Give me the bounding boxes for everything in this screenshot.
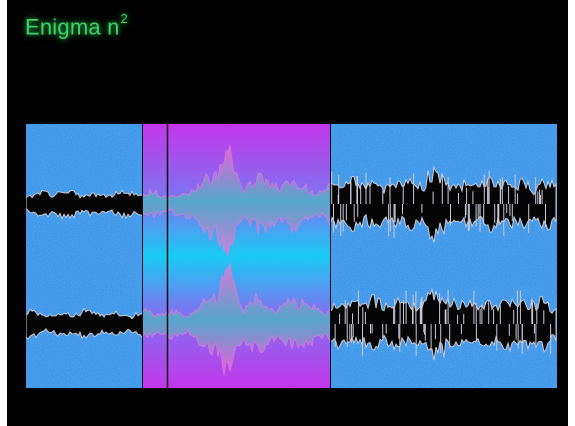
app-window: Enigma n2	[7, 0, 568, 426]
waveform-view[interactable]	[26, 124, 557, 388]
lower-channel-waveform	[142, 262, 330, 376]
selection-region[interactable]	[26, 124, 556, 388]
waveform-canvas[interactable]	[26, 124, 557, 388]
app-title: Enigma n2	[25, 11, 128, 40]
upper-channel-waveform	[142, 145, 330, 257]
selection-waveform	[142, 145, 330, 376]
app-title-text: Enigma n	[25, 14, 120, 40]
app-title-superscript: 2	[120, 11, 128, 26]
